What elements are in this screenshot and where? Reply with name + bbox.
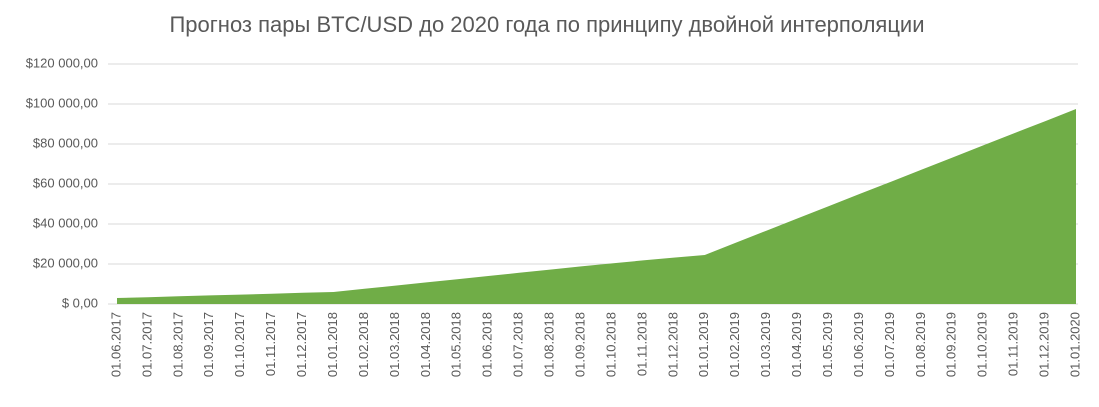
y-tick-label: $80 000,00 (33, 135, 98, 150)
x-tick-label: 01.07.2018 (511, 312, 526, 377)
x-tick-label: 01.12.2018 (665, 312, 680, 377)
x-tick-label: 01.10.2018 (603, 312, 618, 377)
y-tick-label: $120 000,00 (26, 55, 98, 70)
x-tick-label: 01.09.2018 (572, 312, 587, 377)
x-tick-label: 01.01.2020 (1067, 312, 1082, 377)
x-tick-label: 01.11.2018 (634, 312, 649, 376)
x-tick-label: 01.07.2017 (139, 312, 154, 377)
x-tick-label: 01.06.2017 (108, 312, 123, 377)
y-tick-label: $60 000,00 (33, 175, 98, 190)
x-tick-label: 01.01.2018 (325, 312, 340, 377)
x-tick-label: 01.08.2019 (913, 312, 928, 377)
x-tick-label: 01.12.2019 (1037, 312, 1052, 377)
x-tick-label: 01.03.2018 (387, 312, 402, 377)
x-tick-label: 01.01.2019 (696, 312, 711, 377)
y-tick-label: $20 000,00 (33, 255, 98, 270)
x-tick-label: 01.11.2019 (1006, 312, 1021, 376)
x-tick-label: 01.02.2019 (727, 312, 742, 377)
x-tick-label: 01.04.2019 (789, 312, 804, 377)
x-tick-label: 01.05.2019 (820, 312, 835, 377)
x-tick-label: 01.08.2018 (542, 312, 557, 377)
x-tick-label: 01.04.2018 (418, 312, 433, 377)
y-tick-label: $ 0,00 (62, 295, 98, 310)
y-tick-label: $40 000,00 (33, 215, 98, 230)
x-tick-label: 01.07.2019 (882, 312, 897, 377)
x-tick-label: 01.10.2019 (975, 312, 990, 377)
x-tick-label: 01.10.2017 (232, 312, 247, 377)
x-tick-label: 01.03.2019 (758, 312, 773, 377)
x-tick-label: 01.11.2017 (263, 312, 278, 376)
x-tick-label: 01.06.2018 (480, 312, 495, 377)
x-tick-label: 01.08.2017 (170, 312, 185, 377)
area (117, 109, 1076, 304)
x-tick-label: 01.09.2017 (201, 312, 216, 377)
chart-title: Прогноз пары BTC/USD до 2020 года по при… (169, 12, 924, 37)
y-tick-label: $100 000,00 (26, 95, 98, 110)
x-tick-label: 01.09.2019 (944, 312, 959, 377)
x-tick-label: 01.06.2019 (851, 312, 866, 377)
x-tick-label: 01.05.2018 (449, 312, 464, 377)
x-tick-label: 01.12.2017 (294, 312, 309, 377)
x-tick-label: 01.02.2018 (356, 312, 371, 377)
